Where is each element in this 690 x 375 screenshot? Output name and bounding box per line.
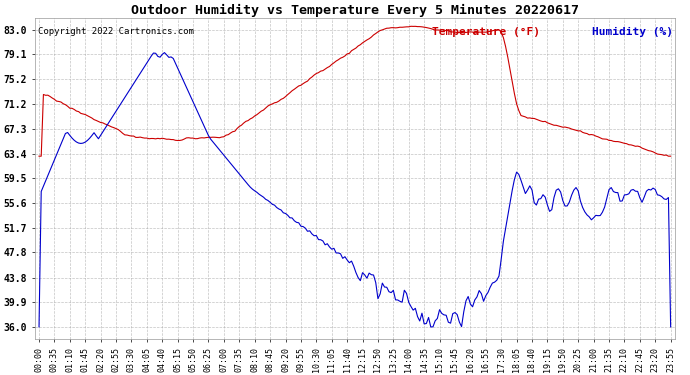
Text: Temperature (°F): Temperature (°F) <box>432 27 540 38</box>
Text: Humidity (%): Humidity (%) <box>592 27 673 38</box>
Text: Copyright 2022 Cartronics.com: Copyright 2022 Cartronics.com <box>38 27 194 36</box>
Title: Outdoor Humidity vs Temperature Every 5 Minutes 20220617: Outdoor Humidity vs Temperature Every 5 … <box>131 3 579 16</box>
